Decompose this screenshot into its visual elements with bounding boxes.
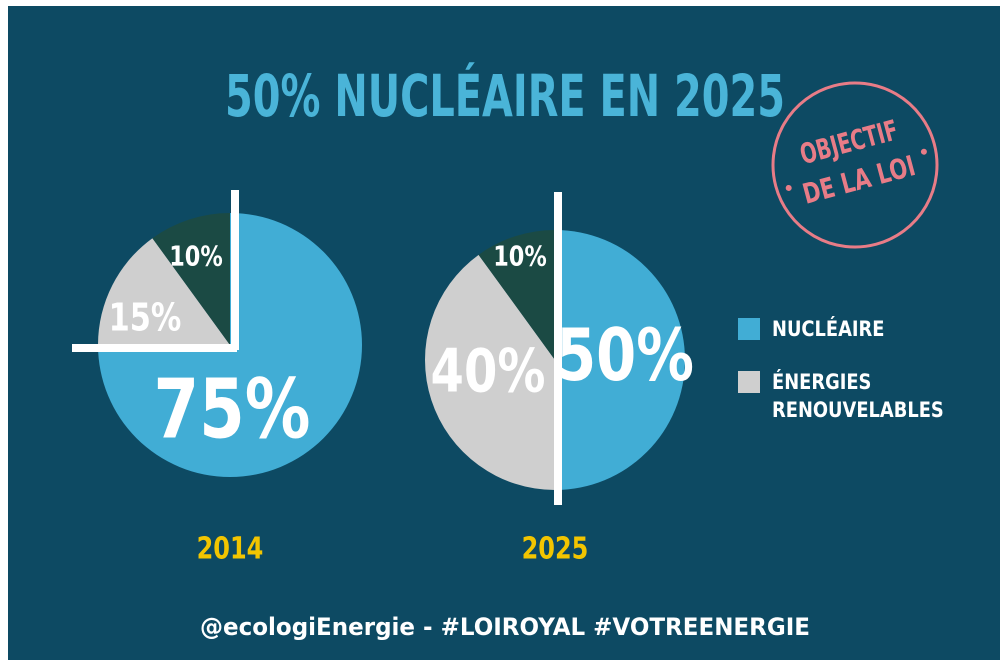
pie-slice bbox=[152, 213, 230, 345]
legend-swatch bbox=[738, 371, 760, 393]
year-label: 2025 bbox=[522, 532, 589, 566]
value-label: 15% bbox=[109, 296, 182, 340]
year-label: 2014 bbox=[197, 532, 264, 566]
stamp-dot bbox=[785, 184, 792, 191]
value-label: 40% bbox=[431, 337, 546, 407]
value-label: 50% bbox=[556, 314, 694, 398]
pie-slice bbox=[555, 230, 685, 490]
footer: @ecologiEnergie - #LOIROYAL #VOTREENERGI… bbox=[200, 613, 810, 641]
pie-slice bbox=[425, 254, 555, 490]
pie-slice bbox=[98, 238, 230, 345]
stamp-dot bbox=[920, 148, 927, 155]
legend-item: NUCLÉAIRE bbox=[738, 315, 978, 343]
value-label: 10% bbox=[493, 239, 547, 272]
pie-slice bbox=[478, 230, 555, 360]
value-label: 75% bbox=[153, 361, 310, 457]
legend-label: NUCLÉAIRE bbox=[772, 317, 885, 341]
legend-label: ÉNERGIES RENOUVELABLES bbox=[772, 370, 944, 422]
value-label: 10% bbox=[169, 239, 223, 272]
title: 50% NUCLÉAIRE EN 2025 bbox=[225, 61, 785, 130]
legend-item: ÉNERGIES RENOUVELABLES bbox=[738, 368, 978, 424]
stamp-ring bbox=[771, 81, 939, 249]
legend-swatch bbox=[738, 318, 760, 340]
